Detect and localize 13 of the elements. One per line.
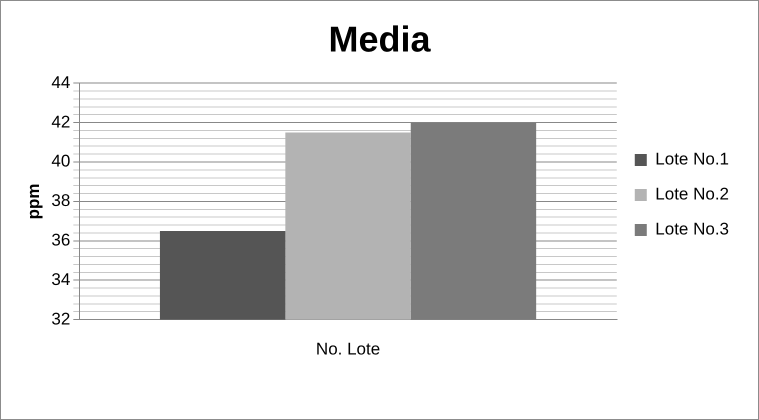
legend-label: Lote No.1 [655, 150, 730, 169]
y-tick-label: 34 [51, 270, 70, 289]
y-tick-label: 38 [51, 191, 70, 210]
y-tick-label: 42 [51, 112, 70, 132]
legend-label: Lote No.2 [655, 184, 730, 204]
y-tick-label: 40 [51, 152, 70, 171]
y-tick-label: 44 [51, 72, 70, 92]
y-tick-label: 32 [51, 309, 70, 328]
y-tick-label: 36 [51, 230, 70, 250]
chart-title: Media [328, 18, 432, 60]
y-axis-title: ppm [24, 183, 43, 220]
x-tick-label: No. Lote [316, 339, 380, 358]
legend-label: Lote No.3 [655, 220, 730, 239]
